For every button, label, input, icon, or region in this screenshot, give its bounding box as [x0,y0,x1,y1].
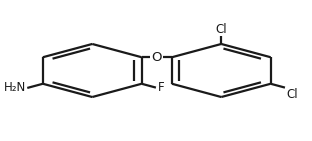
Text: F: F [158,81,164,94]
Text: Cl: Cl [216,23,227,36]
Text: H₂N: H₂N [3,81,26,94]
Text: O: O [152,51,162,64]
Text: Cl: Cl [286,88,298,101]
